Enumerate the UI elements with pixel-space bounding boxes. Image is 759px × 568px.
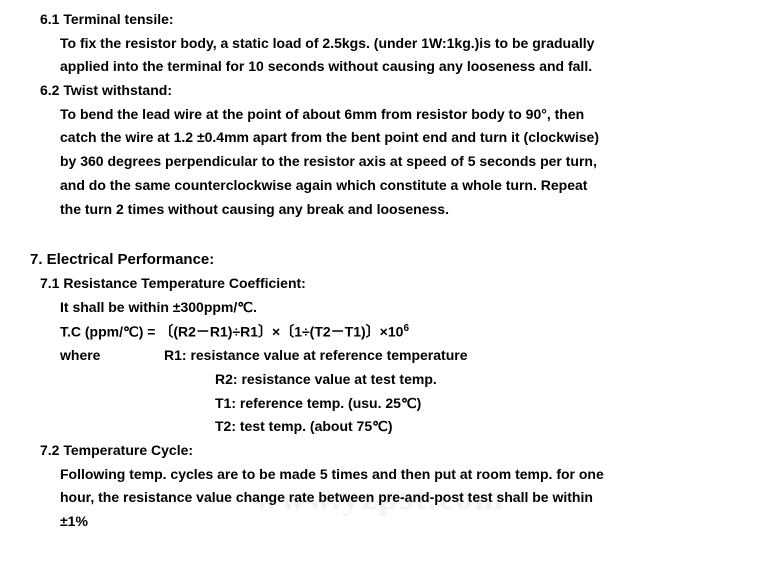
s6-2-line5: the turn 2 times without causing any bre… [60,199,729,221]
s7-2-line2: hour, the resistance value change rate b… [60,487,729,509]
s7-1-t2: T2: test temp. (about 75℃) [60,416,729,438]
s7-1-formula-text: T.C (ppm/℃) = 〔(R2－R1)÷R1〕×〔1÷(T2－T1)〕×1… [60,323,403,339]
s6-2-line2: catch the wire at 1.2 ±0.4mm apart from … [60,127,729,149]
s7-2-heading: 7.2 Temperature Cycle: [40,440,729,462]
s7-1-formula: T.C (ppm/℃) = 〔(R2－R1)÷R1〕×〔1÷(T2－T1)〕×1… [60,321,729,343]
where-label: where [60,345,164,367]
s6-2-line4: and do the same counterclockwise again w… [60,175,729,197]
s6-2-line1: To bend the lead wire at the point of ab… [60,104,729,126]
s6-1-line2: applied into the terminal for 10 seconds… [60,56,729,78]
s7-2-line3: ±1% [60,511,729,533]
s6-2-line3: by 360 degrees perpendicular to the resi… [60,151,729,173]
s7-1-formula-exp: 6 [403,323,409,334]
s7-1-r1: R1: resistance value at reference temper… [164,347,467,363]
s7-1-heading: 7.1 Resistance Temperature Coefficient: [40,273,729,295]
s7-1-t1: T1: reference temp. (usu. 25℃) [60,393,729,415]
s7-heading: 7. Electrical Performance: [30,248,729,271]
s7-2-line1: Following temp. cycles are to be made 5 … [60,464,729,486]
s6-2-heading: 6.2 Twist withstand: [40,80,729,102]
s6-1-heading: 6.1 Terminal tensile: [40,9,729,31]
s6-1-line1: To fix the resistor body, a static load … [60,33,729,55]
s7-1-r2: R2: resistance value at test temp. [60,369,729,391]
s7-1-line1: It shall be within ±300ppm/℃. [60,297,729,319]
s7-1-where-row: whereR1: resistance value at reference t… [60,345,729,367]
